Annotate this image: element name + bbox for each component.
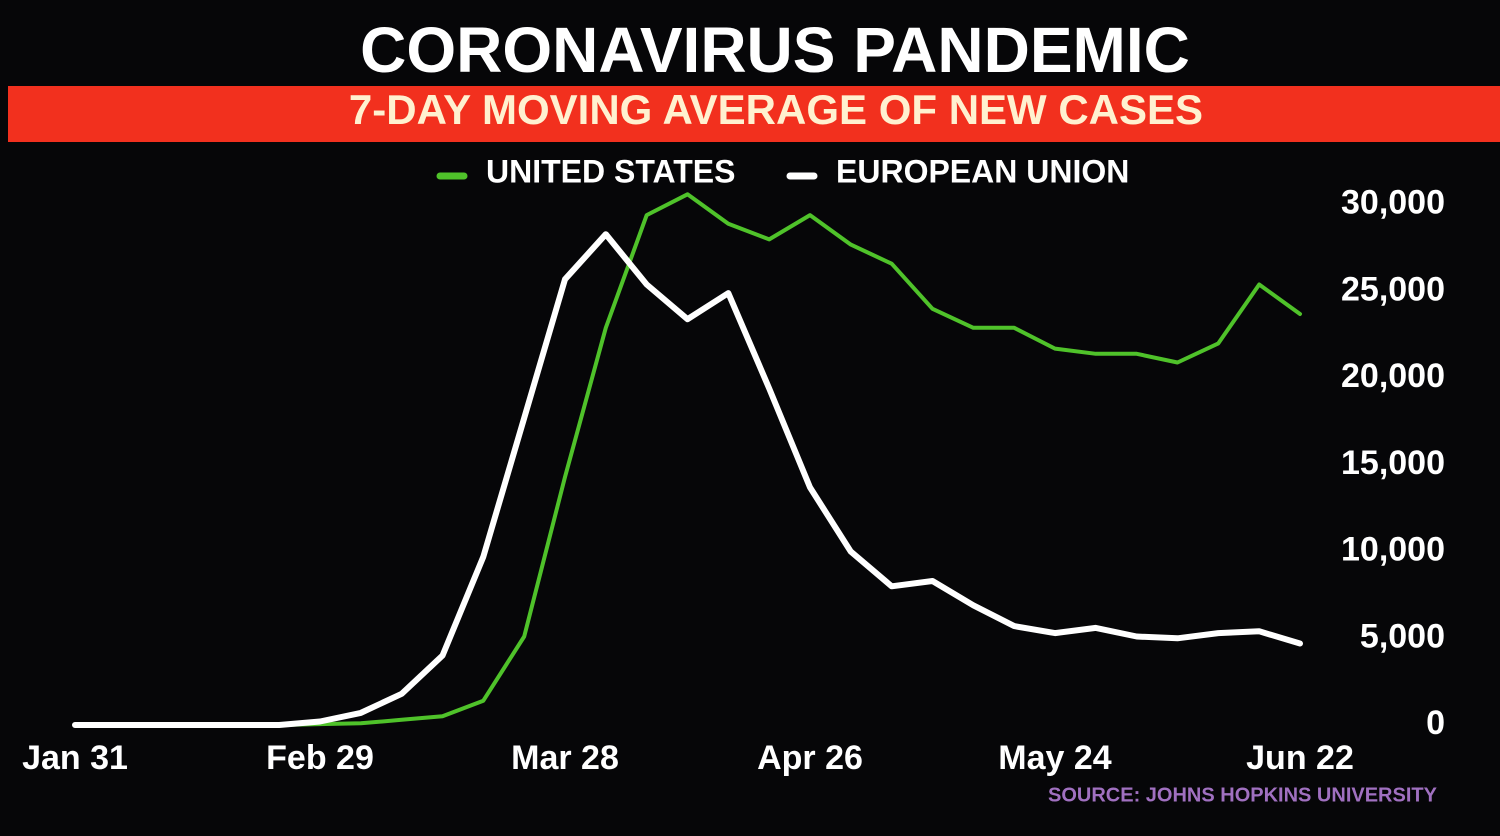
legend-label: EUROPEAN UNION — [836, 153, 1129, 189]
y-tick-label: 5,000 — [1360, 617, 1445, 655]
x-tick-label: Mar 28 — [511, 739, 619, 777]
source: SOURCE: JOHNS HOPKINS UNIVERSITY — [1048, 784, 1438, 806]
chart-title: CORONAVIRUS PANDEMIC — [360, 14, 1190, 86]
x-tick-label: Jun 22 — [1246, 739, 1354, 777]
x-tick-label: Apr 26 — [757, 739, 863, 777]
y-tick-label: 25,000 — [1341, 270, 1445, 308]
x-tick-label: May 24 — [998, 739, 1111, 777]
x-tick-label: Jan 31 — [22, 739, 128, 777]
y-tick-label: 15,000 — [1341, 444, 1445, 482]
y-tick-label: 30,000 — [1341, 184, 1445, 222]
x-tick-label: Feb 29 — [266, 739, 374, 777]
y-tick-label: 0 — [1426, 704, 1445, 742]
subtitle-band — [8, 86, 1500, 142]
legend: UNITED STATES EUROPEAN UNION — [436, 153, 1129, 189]
legend-label: UNITED STATES — [486, 153, 735, 189]
series-line — [72, 231, 1303, 728]
chart-subtitle: 7-DAY MOVING AVERAGE OF NEW CASES — [349, 86, 1203, 133]
y-tick-label: 20,000 — [1341, 357, 1445, 395]
y-tick-label: 10,000 — [1341, 531, 1445, 569]
